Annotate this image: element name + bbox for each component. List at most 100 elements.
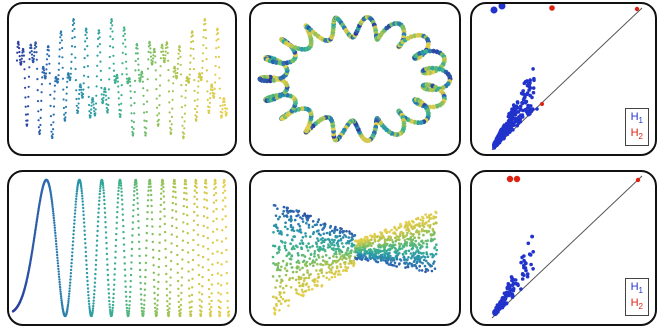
- signal-bottom-point: [135, 182, 138, 185]
- bowtie-point: [279, 295, 283, 299]
- h1-point: [528, 78, 532, 82]
- signal-bottom-point: [114, 244, 118, 248]
- signal-top-point: [40, 91, 43, 94]
- h2-point: [634, 6, 640, 12]
- signal-top-point: [97, 29, 101, 32]
- signal-top-point: [177, 57, 180, 60]
- bowtie-point: [334, 270, 338, 273]
- signal-top-point: [75, 104, 78, 107]
- signal-top-point: [106, 111, 109, 114]
- bowtie-point: [383, 246, 387, 249]
- bowtie-point: [435, 221, 438, 225]
- bowtie-point: [309, 252, 313, 256]
- bowtie-point: [413, 256, 416, 259]
- h1-point: [518, 104, 523, 109]
- bowtie-point: [429, 217, 433, 220]
- signal-bottom-point: [88, 305, 91, 308]
- signal-top-point: [146, 67, 150, 70]
- bowtie-point: [308, 262, 312, 266]
- signal-bottom-point: [202, 215, 206, 218]
- h1-point: [510, 278, 514, 283]
- signal-top-point: [105, 103, 108, 106]
- signal-bottom-point: [133, 186, 136, 189]
- h1-point: [512, 105, 516, 109]
- signal-top-point: [176, 75, 179, 78]
- signal-bottom-point: [146, 211, 149, 214]
- signal-top-point: [15, 59, 19, 62]
- signal-top-point: [144, 132, 147, 135]
- bowtie-point: [284, 221, 287, 224]
- signal-bottom-point: [56, 253, 59, 257]
- bowtie-point: [338, 230, 342, 233]
- signal-bottom-point: [207, 258, 210, 261]
- signal-top-point: [219, 104, 222, 107]
- bowtie-point: [335, 235, 338, 239]
- signal-bottom-point: [165, 280, 168, 283]
- bowtie-point: [302, 273, 305, 276]
- signal-bottom-point: [53, 226, 56, 229]
- bowtie-point: [385, 261, 388, 265]
- bowtie-point: [356, 254, 359, 257]
- bowtie-point: [323, 260, 327, 263]
- signal-bottom-point: [92, 299, 95, 302]
- bowtie-point: [286, 211, 290, 215]
- signal-top-point: [171, 90, 174, 93]
- bowtie-point: [290, 228, 294, 232]
- signal-top-point: [190, 40, 193, 44]
- bowtie-point: [313, 261, 317, 264]
- signal-bottom-point: [182, 197, 186, 201]
- signal-top-point: [223, 103, 226, 106]
- signal-bottom-point: [55, 251, 59, 254]
- legend-bottom: H1 H2: [624, 277, 649, 316]
- signal-bottom-point: [172, 190, 175, 193]
- bowtie-point: [432, 215, 436, 219]
- bowtie-point: [380, 244, 384, 247]
- signal-bottom-point: [117, 184, 121, 187]
- signal-top-point: [191, 34, 194, 37]
- bowtie-point: [299, 293, 303, 297]
- signal-bottom-point: [157, 280, 160, 284]
- signal-top-point: [179, 63, 182, 66]
- bowtie-point: [301, 266, 304, 270]
- bowtie-point: [422, 225, 426, 229]
- signal-bottom-point: [83, 233, 87, 236]
- signal-bottom-point: [212, 210, 215, 213]
- signal-bottom-point: [73, 219, 76, 222]
- signal-top-point: [96, 64, 99, 67]
- signal-bottom-point: [214, 191, 218, 195]
- signal-top-point: [108, 67, 111, 70]
- bowtie-point: [322, 223, 325, 226]
- signal-bottom-point: [207, 278, 210, 282]
- signal-bottom-point: [171, 216, 174, 219]
- signal-top-point: [147, 58, 150, 61]
- signal-bottom-point: [102, 186, 105, 189]
- signal-top-point: [149, 51, 152, 54]
- signal-bottom-point: [83, 229, 86, 232]
- signal-top-point: [189, 61, 192, 64]
- signal-top-point: [122, 34, 125, 38]
- signal-bottom-point: [164, 264, 168, 268]
- bowtie-point: [319, 263, 322, 266]
- bowtie-point: [342, 245, 345, 249]
- signal-top-point: [110, 18, 113, 21]
- bowtie-point: [372, 253, 375, 256]
- signal-top-point: [45, 63, 48, 66]
- signal-top-point: [85, 28, 88, 31]
- bowtie-point: [303, 290, 307, 293]
- signal-top-point: [82, 93, 85, 96]
- bowtie-point: [429, 213, 433, 216]
- signal-bottom-point: [87, 294, 90, 297]
- signal-bottom-point: [186, 214, 189, 217]
- signal-top-point: [104, 90, 107, 94]
- signal-top-point: [41, 71, 44, 74]
- signal-top-point: [152, 57, 155, 60]
- bowtie-point: [330, 229, 334, 233]
- signal-top-point: [94, 112, 97, 115]
- bowtie-point: [365, 256, 368, 260]
- signal-bottom-point: [214, 186, 217, 189]
- bowtie-point: [328, 270, 331, 274]
- signal-bottom-point: [215, 207, 218, 211]
- bowtie-point: [338, 252, 341, 256]
- bowtie-point: [336, 273, 340, 276]
- signal-top-point: [53, 97, 56, 100]
